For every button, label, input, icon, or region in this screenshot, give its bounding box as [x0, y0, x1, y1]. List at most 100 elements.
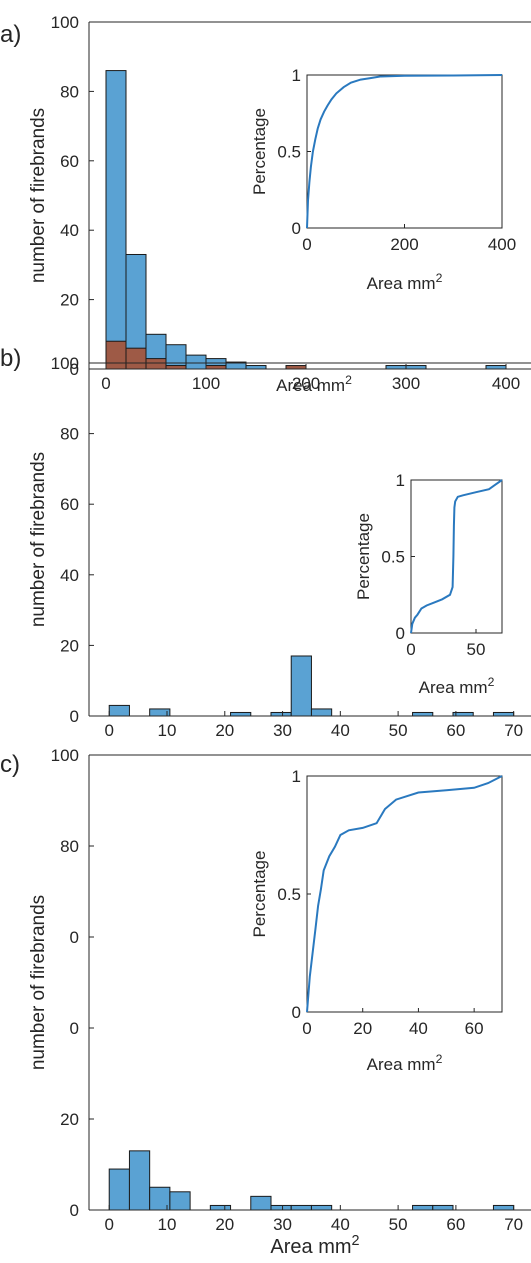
y-axis-label: number of firebrands [28, 108, 49, 283]
histogram-bar [432, 1204, 454, 1211]
x-axis-label-superscript: 2 [345, 373, 352, 387]
inset-x-axis-label-text: Area mm [367, 1055, 436, 1074]
histogram-bar [485, 365, 507, 370]
x-tick-label: 10 [158, 1215, 177, 1234]
histogram-bar [412, 711, 434, 717]
inset-y-tick-label: 0.5 [381, 548, 405, 567]
inset-y-tick-label: 0 [292, 1003, 301, 1022]
inset-x-tick-label: 40 [409, 1019, 428, 1038]
inset-y-tick-label: 1 [396, 471, 405, 490]
x-axis-label-text: Area mm [270, 1236, 351, 1258]
histogram-bar [169, 1191, 191, 1211]
histogram-bar [108, 1168, 130, 1211]
inset-y-tick-label: 0.5 [277, 143, 301, 162]
inset-y-tick-label: 1 [292, 66, 301, 85]
y-tick-label: 40 [60, 221, 79, 240]
y-tick-label: 60 [60, 495, 79, 514]
histogram-bar [412, 1204, 434, 1211]
histogram-bar [310, 708, 333, 717]
inset-x-tick-label: 0 [302, 1019, 311, 1038]
inset-x-tick-label: 0 [302, 235, 311, 254]
x-axis-label: Area mm2 [270, 1233, 359, 1258]
y-tick-label: 80 [60, 425, 79, 444]
inset-x-axis-label: Area mm2 [367, 271, 443, 293]
x-axis-label: Area mm2 [276, 373, 352, 395]
x-tick-label: 0 [104, 1215, 113, 1234]
histogram-bar [250, 1195, 272, 1211]
y-tick-label: 80 [60, 82, 79, 101]
histogram-bar [230, 711, 252, 717]
inset-y-axis-label: Percentage [354, 513, 373, 600]
inset-x-tick-label: 0 [406, 640, 415, 659]
histogram-bar [290, 655, 312, 717]
y-tick-label: 100 [51, 13, 79, 32]
x-tick-label: 70 [504, 721, 523, 740]
y-tick-label: 0 [70, 360, 79, 379]
x-tick-label: 50 [389, 1215, 408, 1234]
histogram-bar [128, 1150, 151, 1211]
histogram-bar [165, 365, 187, 370]
inset-y-tick-label: 0 [396, 624, 405, 643]
inset-frame [410, 479, 503, 634]
inset-x-axis-label-text: Area mm [367, 274, 436, 293]
histogram-bar [405, 365, 427, 370]
y-axis-label: number of firebrands [28, 452, 49, 627]
x-tick-label: 60 [446, 1215, 465, 1234]
histogram-bar [270, 711, 292, 717]
histogram-bar [270, 1204, 292, 1211]
inset-x-axis-label-superscript: 2 [436, 271, 443, 285]
inset-y-tick-label: 0 [292, 219, 301, 238]
x-tick-label: 200 [292, 374, 320, 393]
x-tick-label: 70 [504, 1215, 523, 1234]
cumulative-line [410, 479, 503, 634]
inset-x-axis-label-superscript: 2 [488, 675, 495, 689]
cumulative-line [306, 74, 503, 229]
y-tick-label: 20 [60, 1110, 79, 1129]
x-tick-label: 0 [104, 721, 113, 740]
y-tick-label: 20 [60, 636, 79, 655]
histogram-bar [185, 354, 207, 370]
x-tick-label: 30 [273, 1215, 292, 1234]
y-tick-label: 40 [60, 566, 79, 585]
panel-label: c) [0, 751, 20, 778]
y-tick-label: 0 [70, 1019, 79, 1038]
inset-y-tick-label: 0.5 [277, 885, 301, 904]
y-tick-label: 0 [70, 928, 79, 947]
histogram-bar [105, 70, 127, 370]
inset-x-axis-label: Area mm2 [419, 675, 495, 697]
y-tick-label: 100 [51, 354, 79, 373]
inset-y-axis-label: Percentage [250, 851, 269, 938]
histogram-bar [105, 340, 127, 370]
histogram-bar [209, 1204, 232, 1211]
x-axis-label-text: Area mm [276, 376, 345, 395]
x-tick-label: 400 [492, 374, 520, 393]
x-tick-label: 100 [192, 374, 220, 393]
panel-label: b) [0, 345, 21, 372]
x-tick-label: 40 [331, 1215, 350, 1234]
inset-x-tick-label: 200 [390, 235, 418, 254]
histogram-bar [145, 358, 167, 370]
histogram-bar [492, 711, 515, 717]
inset-y-axis-label: Percentage [250, 108, 269, 195]
x-tick-label: 50 [389, 721, 408, 740]
inset-x-tick-label: 50 [467, 640, 486, 659]
histogram-bar [108, 704, 130, 717]
y-axis-label: number of firebrands [28, 895, 49, 1070]
x-tick-label: 30 [273, 721, 292, 740]
y-tick-label: 80 [60, 837, 79, 856]
inset-frame [306, 775, 503, 1013]
y-tick-label: 0 [70, 707, 79, 726]
histogram-bar [310, 1204, 333, 1211]
inset-x-tick-label: 20 [353, 1019, 372, 1038]
x-tick-label: 10 [158, 721, 177, 740]
cumulative-line [306, 775, 503, 1013]
x-tick-label: 20 [215, 721, 234, 740]
histogram-bar [205, 365, 227, 370]
histogram-bar [290, 1204, 312, 1211]
inset-x-tick-label: 400 [488, 235, 516, 254]
inset-x-axis-label-text: Area mm [419, 678, 488, 697]
inset-x-axis-label: Area mm2 [367, 1052, 443, 1074]
inset-y-tick-label: 1 [292, 767, 301, 786]
panel-label: a) [0, 21, 21, 48]
